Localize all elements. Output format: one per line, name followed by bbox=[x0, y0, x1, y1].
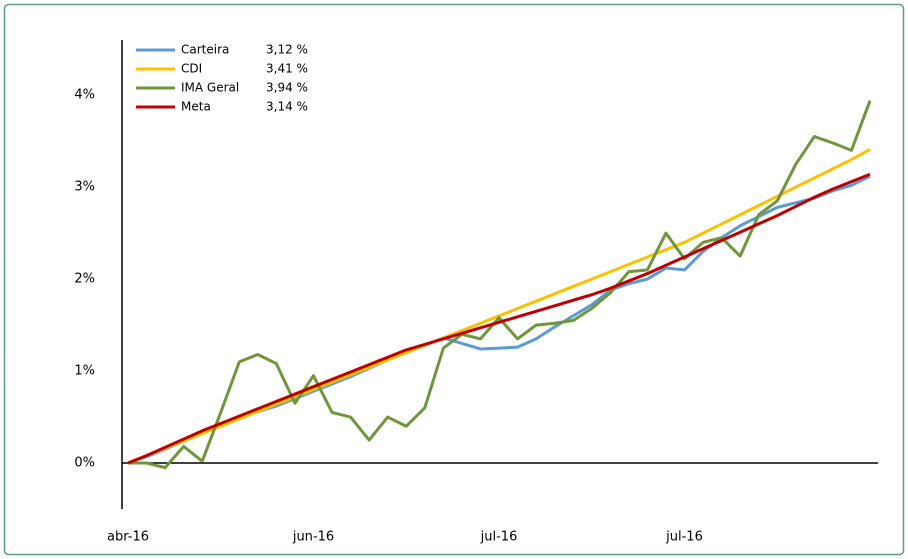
y-tick-label: 2% bbox=[74, 272, 95, 287]
y-tick-label: 0% bbox=[74, 456, 95, 471]
y-tick-label: 1% bbox=[74, 364, 95, 379]
series-line bbox=[127, 148, 871, 465]
series-line bbox=[127, 172, 871, 465]
legend-label: IMA Geral bbox=[181, 81, 239, 95]
legend-value: 3,41 % bbox=[266, 62, 308, 76]
x-tick-label: jun-16 bbox=[292, 530, 334, 545]
legend-value: 3,94 % bbox=[266, 81, 308, 95]
legend-label: Carteira bbox=[181, 43, 229, 57]
chart-frame bbox=[3, 3, 905, 556]
x-tick-label: jul-16 bbox=[665, 530, 703, 545]
legend-label: CDI bbox=[181, 62, 202, 76]
series-line bbox=[128, 100, 872, 470]
legend-value: 3,12 % bbox=[266, 43, 308, 57]
y-tick-label: 4% bbox=[74, 88, 95, 103]
y-tick-label: 3% bbox=[74, 180, 95, 195]
x-tick-label: jul-16 bbox=[480, 530, 518, 545]
legend-value: 3,14 % bbox=[266, 100, 308, 114]
legend-label: Meta bbox=[181, 100, 211, 114]
x-tick-label: abr-16 bbox=[107, 530, 149, 545]
